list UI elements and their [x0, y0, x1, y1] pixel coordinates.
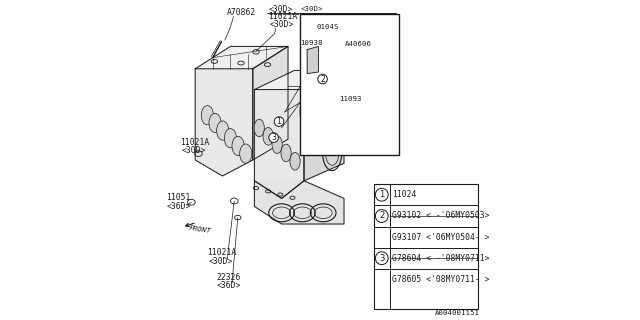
Ellipse shape: [232, 136, 244, 156]
Bar: [374, 184, 479, 309]
Ellipse shape: [254, 119, 264, 137]
Ellipse shape: [263, 127, 273, 145]
Text: G93107 <'06MY0504- >: G93107 <'06MY0504- >: [392, 233, 490, 242]
Circle shape: [375, 252, 388, 265]
Text: 11024: 11024: [392, 190, 417, 199]
Circle shape: [269, 133, 278, 142]
Bar: [300, 14, 399, 155]
Polygon shape: [254, 181, 344, 224]
Text: <30D>: <30D>: [269, 5, 293, 14]
Text: 2: 2: [379, 212, 385, 220]
Text: A40606: A40606: [345, 41, 372, 47]
Ellipse shape: [225, 129, 237, 148]
Text: G78605 <'08MY0711- >: G78605 <'08MY0711- >: [392, 275, 490, 284]
Text: 11021A: 11021A: [268, 12, 298, 20]
Text: 11093: 11093: [339, 96, 362, 102]
Ellipse shape: [201, 106, 214, 125]
Text: 2: 2: [320, 75, 325, 84]
Ellipse shape: [281, 144, 291, 162]
Ellipse shape: [209, 113, 221, 132]
Polygon shape: [304, 70, 344, 181]
Text: 11021A: 11021A: [207, 248, 236, 257]
Polygon shape: [195, 69, 253, 176]
Circle shape: [375, 210, 388, 222]
Ellipse shape: [216, 121, 229, 140]
Text: 1: 1: [276, 117, 282, 126]
Text: A004001151: A004001151: [435, 310, 479, 316]
Text: A70862: A70862: [227, 8, 257, 17]
Polygon shape: [254, 90, 304, 198]
Text: FRONT: FRONT: [188, 225, 211, 234]
Text: 1: 1: [379, 190, 385, 199]
Ellipse shape: [272, 136, 282, 154]
Circle shape: [274, 117, 284, 126]
Text: <36D>: <36D>: [166, 202, 191, 211]
Text: 11021A: 11021A: [180, 138, 209, 147]
Polygon shape: [307, 46, 319, 74]
Text: <30D>: <30D>: [209, 257, 234, 266]
Text: 3: 3: [379, 254, 385, 263]
Ellipse shape: [290, 152, 300, 170]
Polygon shape: [253, 46, 288, 160]
Polygon shape: [195, 46, 288, 69]
Ellipse shape: [239, 144, 252, 163]
Polygon shape: [254, 70, 344, 90]
Text: <36D>: <36D>: [217, 281, 241, 290]
Text: 0104S: 0104S: [317, 24, 339, 30]
Text: 22326: 22326: [216, 273, 241, 282]
Text: G78604 < -'08MY0711>: G78604 < -'08MY0711>: [392, 254, 490, 263]
Text: 10938: 10938: [301, 40, 323, 46]
Text: 11051: 11051: [166, 193, 190, 202]
Text: 3: 3: [271, 133, 276, 142]
Text: G93102 < -'06MY0503>: G93102 < -'06MY0503>: [392, 212, 490, 220]
Text: <30D>: <30D>: [182, 146, 206, 155]
Circle shape: [317, 74, 328, 84]
Text: <30D>: <30D>: [300, 6, 323, 12]
Text: <30D>: <30D>: [269, 20, 294, 29]
Circle shape: [375, 188, 388, 201]
